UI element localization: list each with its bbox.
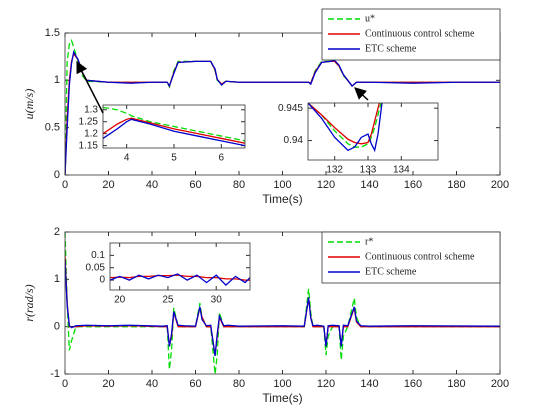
series-line <box>308 103 383 153</box>
axes-frame <box>64 32 501 176</box>
inset-plot: 20 25 30 0 0.050.1 <box>86 242 251 306</box>
y-tick-label: 1 <box>54 273 60 285</box>
y-tick-label: 2 <box>54 226 60 238</box>
inset-plot: 132 133 134 0.94 0.945 <box>278 102 439 176</box>
x-tick-label: 40 <box>146 378 158 390</box>
series-line <box>308 103 381 145</box>
series-line <box>65 260 500 357</box>
legend-label: r* <box>365 236 373 247</box>
y-tick-label: 0.1 <box>91 250 105 261</box>
y-tick-label: 1.25 <box>79 116 99 127</box>
legend-label: ETC scheme <box>365 266 417 277</box>
x-tick-label: 180 <box>447 179 465 191</box>
x-tick-label: 133 <box>360 165 377 176</box>
legend-label: Continuous control scheme <box>365 28 475 39</box>
y-tick-label: -1 <box>50 368 60 380</box>
y-tick-label: 1.15 <box>79 140 99 151</box>
x-tick-label: 25 <box>162 295 174 306</box>
x-tick-label: 60 <box>189 378 201 390</box>
legend-label: ETC scheme <box>365 43 417 54</box>
plot-area <box>110 243 250 290</box>
x-tick-label: 200 <box>491 378 509 390</box>
x-tick-label: 40 <box>146 179 158 191</box>
axes-frame <box>307 102 439 161</box>
y-tick-label: 0 <box>99 275 105 286</box>
axes-frame <box>102 104 246 149</box>
y-axis-label: r(rad/s) <box>22 284 36 321</box>
y-tick-label: 0.945 <box>278 103 303 114</box>
y-axis-label: u(m/s) <box>22 89 36 120</box>
series-line <box>103 106 245 142</box>
y-tick-label: 0.5 <box>45 122 60 134</box>
axes-frame <box>109 242 251 291</box>
zoom-arrow <box>354 87 369 101</box>
y-tick-label: 1.3 <box>84 104 98 115</box>
y-tick-label: 0 <box>54 321 60 333</box>
plot: 0 20 40 60 80 100 120 140 160 180 200-1012Time(s)r… <box>22 226 509 405</box>
x-tick-label: 60 <box>189 179 201 191</box>
x-tick-label: 160 <box>404 179 422 191</box>
x-tick-label: 20 <box>102 378 114 390</box>
y-tick-label: 1.2 <box>84 128 98 139</box>
inset-plot: 4 5 6 1.151.21.251.3 <box>79 104 246 164</box>
x-tick-label: 134 <box>393 165 410 176</box>
y-tick-label: 0.05 <box>86 262 106 273</box>
y-tick-label: 0 <box>54 169 60 181</box>
legend-label: Continuous control scheme <box>365 251 475 262</box>
x-tick-label: 30 <box>211 295 223 306</box>
legend-label: u* <box>365 13 375 24</box>
axes-frame <box>64 231 501 375</box>
x-axis-label: Time(s) <box>262 391 302 405</box>
x-tick-label: 140 <box>360 378 378 390</box>
x-tick-label: 140 <box>360 179 378 191</box>
x-tick-label: 100 <box>273 378 291 390</box>
x-tick-label: 20 <box>114 295 126 306</box>
x-tick-label: 160 <box>404 378 422 390</box>
y-tick-label: 0.94 <box>284 135 304 146</box>
x-tick-label: 6 <box>219 153 225 164</box>
series-line <box>308 103 382 148</box>
x-tick-label: 120 <box>317 378 335 390</box>
y-tick-label: 1.5 <box>45 27 60 39</box>
series-line <box>103 117 245 144</box>
x-tick-label: 0 <box>62 378 68 390</box>
x-tick-label: 5 <box>171 153 177 164</box>
plots: 0 20 40 60 80 100 120 140 160 180 20000.511.5Time(… <box>22 8 509 405</box>
x-tick-label: 180 <box>447 378 465 390</box>
series-line <box>110 273 250 286</box>
series-line <box>103 118 245 147</box>
x-tick-label: 200 <box>491 179 509 191</box>
x-tick-label: 80 <box>233 378 245 390</box>
x-axis-label: Time(s) <box>262 192 302 206</box>
zoom-arrow <box>76 60 104 114</box>
x-tick-label: 0 <box>62 179 68 191</box>
x-tick-label: 80 <box>233 179 245 191</box>
x-tick-label: 120 <box>317 179 335 191</box>
x-tick-label: 4 <box>124 153 130 164</box>
x-tick-label: 132 <box>326 165 343 176</box>
x-tick-label: 100 <box>273 179 291 191</box>
x-tick-label: 20 <box>102 179 114 191</box>
y-tick-label: 1 <box>54 74 60 86</box>
